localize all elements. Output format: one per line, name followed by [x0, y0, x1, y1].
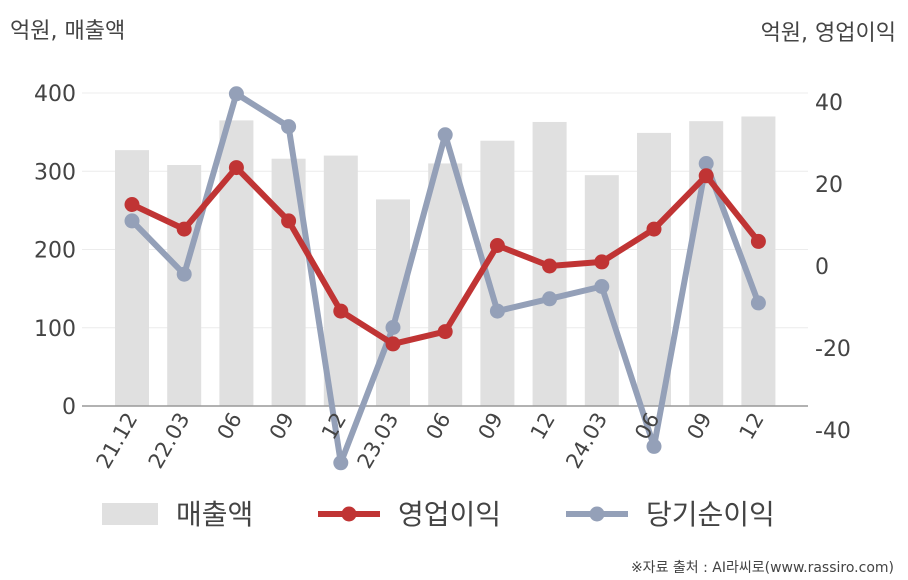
data-point [176, 266, 192, 282]
data-point [281, 119, 297, 135]
x-tick-label: 09 [682, 409, 716, 444]
data-point [228, 160, 244, 176]
data-point [698, 168, 714, 184]
data-point [124, 197, 140, 212]
x-tick-label: 06 [421, 409, 455, 444]
x-tick-label: 24.03 [561, 409, 612, 473]
x-tick-label: 12 [526, 409, 560, 444]
data-point [646, 221, 662, 237]
series-operating-profit [124, 160, 766, 352]
bar [167, 164, 202, 406]
data-point [124, 213, 140, 229]
data-point [385, 336, 401, 352]
line-series [124, 86, 766, 471]
data-point [281, 213, 297, 229]
y-left-tick-label: 300 [34, 160, 76, 185]
data-point [594, 279, 610, 294]
legend-marker [341, 506, 357, 522]
y-left-tick-label: 400 [34, 82, 76, 107]
x-tick-label: 22.03 [144, 409, 195, 473]
y-right-tick-label: 40 [815, 91, 843, 116]
legend-label: 당기순이익 [646, 498, 775, 531]
data-point [176, 221, 192, 237]
data-point [698, 156, 714, 171]
legend-label: 영업이익 [398, 498, 501, 531]
data-point [437, 127, 453, 143]
legend-item-revenue: 매출액 [102, 498, 253, 531]
y-right-tick-label: 20 [815, 173, 843, 198]
data-point [750, 295, 766, 311]
bar-series-revenue [115, 116, 776, 407]
y-right-tick-label: 0 [815, 255, 829, 280]
data-point [333, 455, 349, 471]
data-point [437, 324, 453, 340]
data-point [333, 303, 349, 319]
legend-marker [589, 506, 605, 522]
x-tick-label: 21.12 [91, 409, 142, 473]
x-tick-label: 09 [474, 409, 508, 444]
series-net-income [124, 86, 766, 471]
data-point [594, 254, 610, 270]
data-point [750, 233, 766, 249]
y-right-axis-label: 억원, 영업이익 [761, 21, 896, 46]
y-right-tick-label: -20 [815, 337, 851, 362]
source-note: ※자료 출처 : AI라씨로(www.rassiro.com) [631, 560, 894, 576]
x-tick-label: 06 [213, 409, 247, 444]
y-left-tick-labels: 0 100 200 300 400 [34, 82, 76, 420]
data-point [385, 320, 401, 335]
y-right-tick-labels: -40 -20 0 20 40 [815, 91, 851, 444]
y-left-axis-label: 억원, 매출액 [10, 19, 125, 44]
data-point [542, 258, 558, 274]
bar [637, 132, 671, 406]
bar [323, 155, 358, 406]
bar [428, 163, 463, 406]
y-right-tick-label: -40 [815, 419, 851, 444]
y-left-tick-label: 100 [34, 317, 76, 342]
y-left-tick-label: 0 [62, 395, 76, 420]
legend-item-net-income: 당기순이익 [566, 498, 775, 531]
bar [376, 199, 410, 406]
x-tick-labels: 21.12 22.03 06 09 12 23.03 06 09 12 24.03 06 09 12 [91, 409, 768, 473]
legend-item-operating-profit: 영업이익 [318, 498, 501, 531]
data-point [646, 438, 662, 454]
bar [741, 116, 776, 406]
x-tick-label: 09 [265, 409, 299, 444]
data-point [489, 303, 505, 319]
data-point [489, 238, 505, 253]
data-point [228, 86, 244, 102]
legend-swatch [102, 503, 158, 525]
y-left-tick-label: 200 [34, 239, 76, 264]
x-tick-label: 12 [735, 409, 769, 444]
legend-label: 매출액 [176, 498, 253, 531]
bar [115, 150, 149, 406]
x-tick-label: 12 [317, 409, 351, 444]
data-point [542, 291, 558, 307]
legend: 매출액 영업이익 당기순이익 [102, 498, 775, 531]
